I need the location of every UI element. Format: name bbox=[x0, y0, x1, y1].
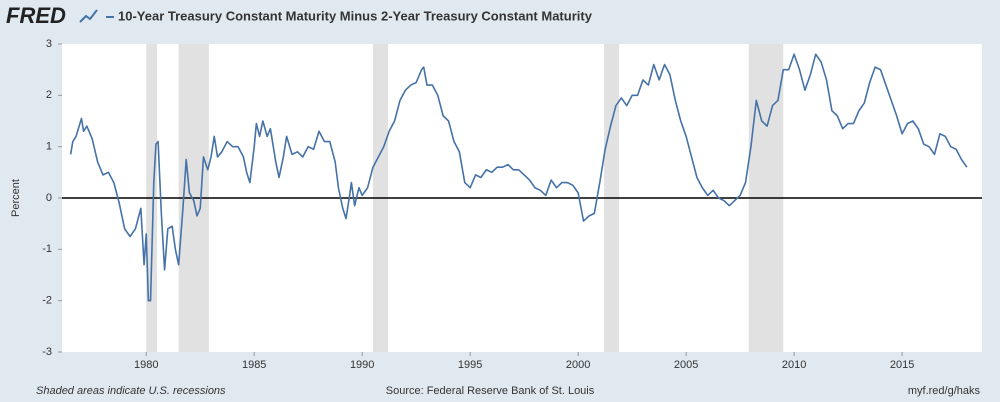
x-tick-label: 1990 bbox=[350, 359, 374, 371]
link: myf.red/g/haks bbox=[908, 385, 981, 397]
y-tick-label: 1 bbox=[46, 141, 52, 153]
data-line bbox=[69, 53, 968, 302]
recession-note: Shaded areas indicate U.S. recessions bbox=[36, 385, 226, 397]
y-tick-label: -1 bbox=[42, 243, 52, 255]
source: Source: Federal Reserve Bank of St. Loui… bbox=[386, 385, 595, 397]
y-tick-label: 3 bbox=[46, 38, 52, 50]
y-tick-label: 0 bbox=[46, 192, 52, 204]
x-tick-label: 2010 bbox=[782, 359, 806, 371]
y-tick-label: -2 bbox=[42, 295, 52, 307]
y-tick-label: 2 bbox=[46, 89, 52, 101]
x-tick-label: 2005 bbox=[674, 359, 698, 371]
logo-icon bbox=[79, 9, 98, 23]
chart-title: 10-Year Treasury Constant Maturity Minus… bbox=[118, 8, 593, 23]
x-tick-label: 2000 bbox=[566, 359, 590, 371]
x-tick-label: 2015 bbox=[890, 359, 914, 371]
x-tick-label: 1995 bbox=[458, 359, 482, 371]
y-axis-label: Percent bbox=[10, 179, 22, 217]
brand-logo: FRED bbox=[6, 3, 66, 28]
x-tick-label: 1980 bbox=[134, 359, 158, 371]
x-tick-label: 1985 bbox=[242, 359, 266, 371]
y-tick-label: -3 bbox=[42, 346, 52, 358]
